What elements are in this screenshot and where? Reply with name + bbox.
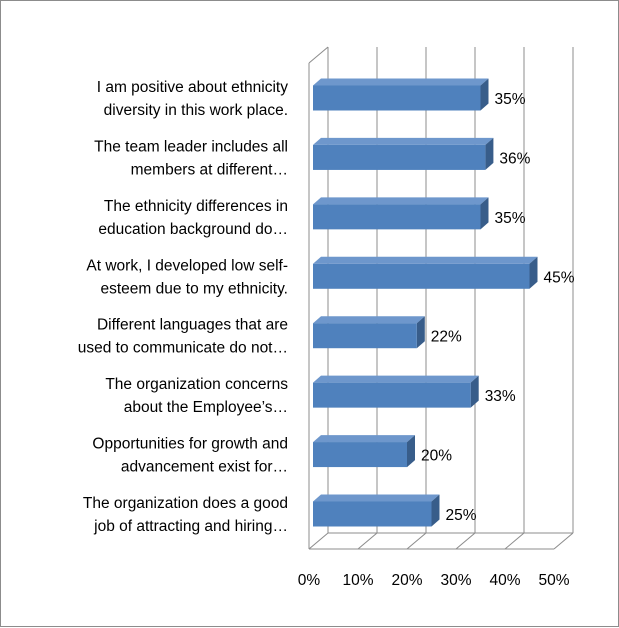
bar [313,382,471,408]
x-tick-label: 20% [391,572,422,589]
category-label: At work, I developed low self- [86,257,288,274]
data-label: 35% [495,210,526,227]
bar [313,263,530,289]
category-label: job of attracting and hiring… [93,518,288,535]
bar-side [480,78,489,111]
data-label: 33% [485,388,516,405]
data-label: 36% [499,150,530,167]
bar [313,442,407,468]
bar [313,501,432,527]
category-label: advancement exist for… [121,459,288,476]
data-label: 45% [544,269,575,286]
bar [313,204,481,230]
x-tick-label: 10% [342,572,373,589]
bar [313,85,481,111]
bar [313,144,486,170]
bar-side [416,316,425,349]
floor-gridline [308,532,329,550]
bar-top [313,375,479,383]
bar-side [480,197,489,230]
category-label: diversity in this work place. [104,102,288,119]
category-label: The ethnicity differences in [104,198,288,215]
data-label: 20% [421,448,452,465]
floor-gridline [455,532,476,550]
category-label: Opportunities for growth and [92,436,288,453]
category-label: The organization does a good [83,495,288,512]
data-label: 25% [446,507,477,524]
bar-top [313,256,538,264]
bar-top [313,78,489,86]
floor-gridline [504,532,525,550]
data-label: 35% [495,91,526,108]
bar-top [313,316,425,324]
category-label: The organization concerns [105,376,288,393]
x-tick-label: 50% [538,572,569,589]
bar-top [313,197,489,205]
data-label: 22% [431,329,462,346]
category-label: The team leader includes all [94,138,288,155]
wall-left-top-edge [308,46,329,64]
x-tick-label: 0% [298,572,321,589]
category-label: Different languages that are [97,317,288,334]
category-label: about the Employee’s… [124,399,288,416]
category-label: education background do… [98,221,288,238]
bar-top [313,137,494,145]
category-label: used to communicate do not… [78,340,288,357]
bar-top [313,494,440,502]
category-label: members at different… [131,161,288,178]
bar-side [470,375,479,408]
floor-gridline [553,532,574,550]
floor-gridline [357,532,378,550]
bar-side [431,494,440,527]
category-label: I am positive about ethnicity [97,79,289,96]
category-label: esteem due to my ethnicity. [100,280,288,297]
bar [313,323,417,349]
x-tick-label: 40% [489,572,520,589]
bar-side [529,256,538,289]
floor-gridline [406,532,427,550]
bar-top [313,435,415,443]
bar-side [485,137,494,170]
x-tick-label: 30% [440,572,471,589]
bar-side [407,435,415,468]
